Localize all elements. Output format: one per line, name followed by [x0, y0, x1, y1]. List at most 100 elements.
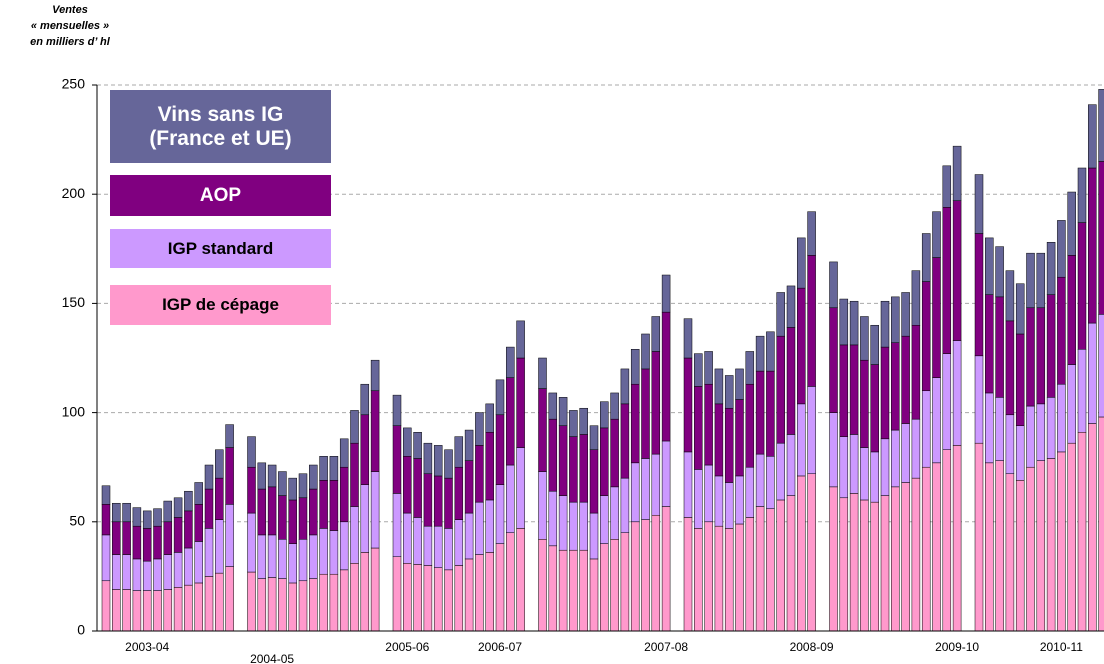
bar-segment	[776, 442, 785, 501]
bar-segment	[339, 438, 349, 468]
bar-segment	[995, 296, 1004, 398]
bar-segment	[475, 501, 484, 555]
bar-segment	[538, 539, 547, 632]
bar-segment	[797, 287, 806, 405]
bar-segment	[142, 590, 152, 632]
bar-segment	[309, 578, 318, 632]
legend-entry: AOP	[110, 175, 331, 216]
bar-segment	[538, 471, 547, 540]
bar-segment	[651, 316, 661, 352]
bar-segment	[163, 500, 173, 523]
bar-segment	[153, 525, 162, 560]
bar-segment	[600, 543, 609, 632]
bar-segment	[1098, 314, 1104, 418]
bar-segment	[755, 370, 765, 455]
bar-segment	[985, 237, 994, 295]
bar-segment	[112, 554, 121, 590]
bar-segment	[579, 549, 588, 632]
bar-segment	[298, 539, 308, 582]
bar-segment	[755, 453, 765, 507]
bar-segment	[1077, 349, 1087, 433]
bar-segment	[880, 438, 890, 496]
bar-segment	[516, 447, 525, 529]
bar-segment	[755, 506, 765, 632]
bar-segment	[641, 333, 650, 370]
bar-segment	[112, 502, 121, 523]
bar-segment	[849, 344, 859, 435]
bar-segment	[849, 493, 859, 632]
bar-segment	[985, 294, 994, 394]
bar-segment	[829, 307, 838, 413]
bar-segment	[298, 580, 308, 632]
bar-segment	[329, 456, 339, 481]
bar-segment	[288, 477, 297, 501]
bar-segment	[495, 414, 505, 485]
bar-segment	[225, 424, 234, 448]
bar-segment	[257, 534, 267, 579]
bar-segment	[704, 521, 713, 632]
bar-segment	[952, 340, 962, 446]
bar-segment	[766, 370, 775, 457]
bar-segment	[620, 368, 630, 405]
bar-segment	[1015, 425, 1025, 481]
bar-segment	[724, 528, 734, 632]
bar-segment	[1046, 241, 1056, 295]
bar-segment	[694, 386, 703, 470]
bar-segment	[839, 344, 849, 437]
bar-segment	[278, 578, 287, 632]
bar-segment	[350, 410, 359, 444]
bar-segment	[1015, 333, 1025, 426]
bar-segment	[891, 486, 900, 632]
bar-segment	[776, 335, 785, 444]
bar-segment	[122, 521, 131, 555]
bar-segment	[745, 517, 755, 632]
bar-segment	[257, 488, 267, 536]
bar-segment	[704, 464, 713, 523]
bar-segment	[257, 462, 267, 490]
bar-segment	[454, 565, 464, 632]
bar-segment	[485, 432, 494, 501]
bar-segment	[423, 442, 433, 475]
bar-segment	[360, 552, 370, 632]
y-tick-label: 200	[62, 185, 86, 201]
legend-entry: IGP standard	[110, 229, 331, 268]
bar-segment	[423, 525, 433, 566]
bar-segment	[860, 359, 869, 448]
bar-segment	[1088, 104, 1097, 169]
bar-segment	[932, 462, 941, 632]
bar-segment	[630, 349, 640, 385]
y-tick-label: 100	[62, 403, 86, 419]
bar-segment	[339, 521, 349, 571]
bar-segment	[995, 460, 1004, 632]
bar-segment	[112, 589, 121, 632]
bar-segment	[807, 473, 816, 632]
bar-segment	[724, 375, 734, 409]
bar-segment	[101, 504, 111, 536]
x-tick-label: 2005-06	[385, 640, 429, 654]
bar-segment	[797, 475, 806, 632]
bar-segment	[215, 519, 224, 574]
bar-segment	[558, 549, 568, 632]
bar-segment	[1046, 397, 1056, 459]
bar-segment	[475, 412, 484, 446]
bar-segment	[911, 477, 921, 632]
bar-segment	[215, 572, 224, 632]
x-tick-label: 2006-07	[478, 640, 522, 654]
bar-segment	[870, 364, 879, 453]
bar-segment	[215, 449, 224, 479]
bar-segment	[839, 497, 849, 632]
x-tick-label: 2004-05	[250, 652, 294, 664]
bar-segment	[829, 412, 838, 488]
bar-segment	[776, 292, 785, 337]
bar-segment	[444, 449, 453, 479]
bar-segment	[651, 351, 661, 455]
bar-segment	[600, 401, 609, 429]
bar-segment	[485, 552, 494, 632]
bar-segment	[257, 578, 267, 632]
bar-segment	[173, 587, 183, 632]
bar-segment	[807, 211, 816, 256]
bar-segment	[974, 233, 984, 357]
bar-segment	[184, 547, 193, 586]
bar-segment	[1057, 383, 1066, 453]
bar-segment	[392, 556, 402, 632]
